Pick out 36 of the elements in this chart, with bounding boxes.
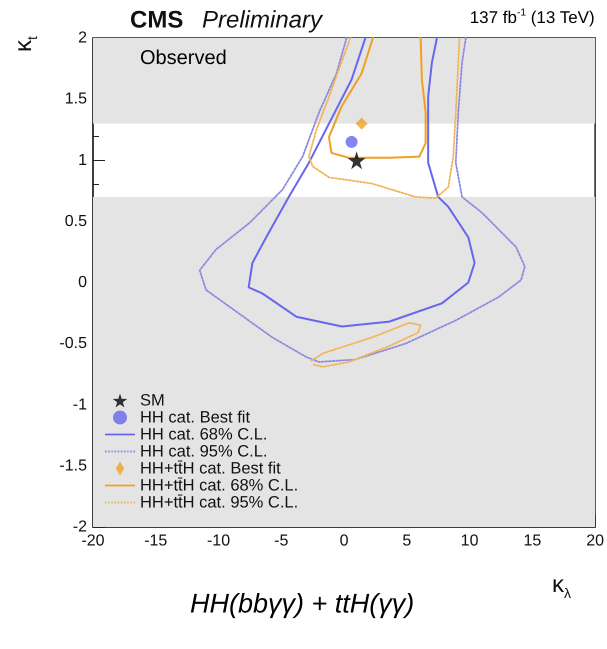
annotation: Observed — [140, 47, 227, 69]
chart-subtitle: Preliminary — [202, 6, 324, 34]
x-tick-label: -10 — [206, 532, 230, 550]
legend-label: HH+tt̄H cat. Best fit — [140, 460, 282, 478]
legend-label: HH cat. 68% C.L. — [140, 426, 268, 444]
line-series — [308, 37, 460, 200]
y-tick-label: -0.5 — [59, 335, 88, 352]
x-axis-title: κ$_{λ}$ — [552, 571, 571, 601]
legend-label: HH+tt̄H cat. 68% C.L. — [140, 476, 298, 494]
point — [346, 136, 358, 148]
chart-title: CMS — [130, 6, 184, 34]
y-tick-label: 2 — [78, 30, 88, 46]
y-tick-label: -1.5 — [59, 457, 88, 474]
y-tick-label: -2 — [72, 518, 88, 536]
y-tick-label: 0.5 — [64, 212, 88, 230]
y-tick-label: 0 — [78, 274, 88, 291]
x-tick-label: 5 — [402, 532, 412, 550]
legend-label: HH cat. 95% C.L. — [140, 442, 268, 460]
text: HH(bbγγ) + ttH(γγ) — [190, 588, 414, 618]
x-tick-label: -15 — [144, 532, 168, 550]
y-tick-label: 1.5 — [64, 90, 88, 108]
point — [348, 151, 366, 170]
x-tick-label: 10 — [460, 532, 479, 550]
line-series — [248, 37, 476, 328]
x-tick-label: 20 — [586, 532, 604, 550]
x-tick-label: 15 — [523, 532, 542, 550]
y-tick-label: -1 — [72, 396, 88, 414]
legend-label: HH+tt̄H cat. 95% C.L. — [140, 494, 298, 512]
legend-label: HH cat. Best fit — [140, 408, 250, 426]
x-tick-label: 0 — [340, 532, 349, 550]
line-series — [310, 322, 422, 368]
legend-label: SM — [140, 392, 165, 410]
point — [356, 118, 368, 130]
y-tick-label: 1 — [78, 152, 88, 169]
x-tick-label: -5 — [274, 532, 288, 550]
x-tick-label: -20 — [81, 532, 105, 550]
